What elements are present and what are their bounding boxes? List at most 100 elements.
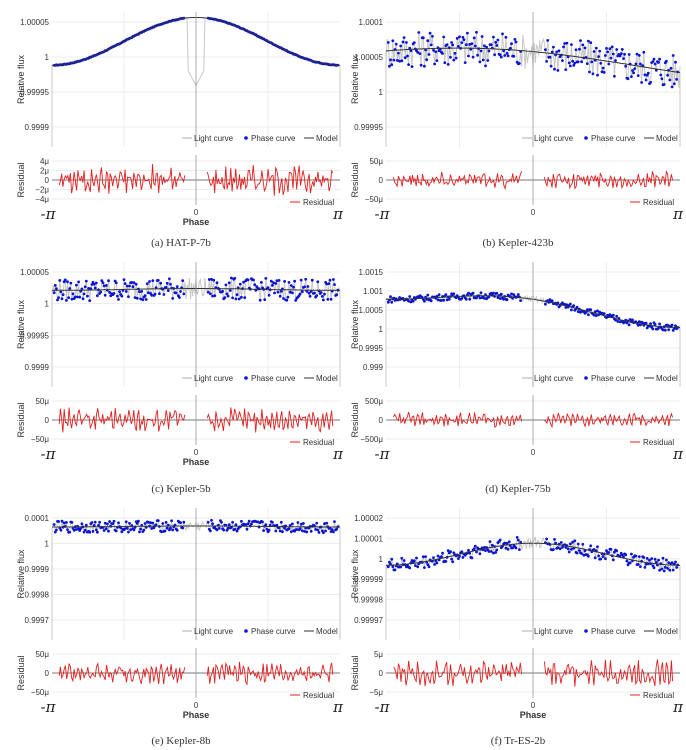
phase-curve-point [548, 298, 552, 301]
phase-curve-point [666, 567, 669, 570]
phase-curve-point [325, 282, 329, 286]
phase-curve-point [414, 564, 417, 567]
phase-curve-point [72, 528, 76, 532]
phase-curve-point [104, 284, 108, 287]
phase-curve-point [609, 56, 613, 60]
phase-curve-point [412, 559, 416, 563]
phase-curve-point [452, 292, 456, 296]
phase-curve-point [559, 541, 563, 544]
phase-curve-point [408, 566, 412, 570]
phase-curve-point [653, 557, 657, 561]
phase-curve-point [288, 290, 292, 294]
phase-curve-point [671, 54, 675, 57]
phase-curve-point [209, 529, 212, 533]
phase-curve-point [506, 54, 510, 58]
phase-curve-point [222, 528, 226, 532]
legend: Light curve Phase curve Model [182, 374, 338, 383]
phase-curve-point [112, 292, 116, 295]
phase-curve-point [253, 283, 257, 287]
phase-curve-point [513, 38, 517, 41]
phase-curve-point [65, 521, 68, 524]
phase-curve-point [416, 51, 420, 54]
caption: (c) Kepler-5b [151, 483, 211, 495]
phase-curve-point [283, 280, 286, 283]
phase-curve-point [328, 278, 332, 282]
phase-curve-point [268, 523, 272, 527]
phase-curve-point [570, 548, 573, 551]
phase-curve-point [108, 520, 111, 523]
phase-curve-point [148, 280, 151, 283]
phase-curve-point [496, 296, 500, 299]
phase-curve-point [226, 526, 230, 530]
phase-curve-point [442, 35, 446, 39]
panel-5: 0.0001 1 0.9999 0.9998 0.9997 50μ 0 −50μ Relativ… [16, 508, 344, 747]
legend-label: Model [316, 134, 338, 143]
phase-curve-point [467, 291, 470, 295]
phase-curve-point [137, 519, 140, 523]
phase-curve-point [519, 299, 522, 302]
x-axis-label: Phase [183, 457, 210, 467]
phase-curve-point [409, 300, 413, 304]
phase-curve-point [463, 61, 467, 64]
phase-curve-point [330, 528, 334, 531]
phase-curve-point [662, 83, 666, 86]
phase-curve-point [633, 67, 637, 70]
legend-label: Light curve [194, 134, 234, 143]
phase-curve-point [298, 292, 302, 296]
phase-curve-point [565, 41, 569, 45]
phase-curve-point [265, 527, 269, 531]
legend-label: Model [656, 627, 678, 636]
phase-curve-point [114, 529, 118, 533]
phase-curve-point [419, 63, 423, 67]
phase-curve-point [107, 529, 110, 533]
legend: Light curve Phase curve Model [522, 627, 678, 636]
legend-residual-label: Residual [303, 438, 334, 447]
phase-curve-point [162, 293, 166, 296]
phase-curve-point [464, 297, 468, 301]
phase-curve-point [472, 36, 476, 40]
phase-curve-point [122, 278, 126, 281]
phase-curve-point [519, 540, 522, 544]
legend-residual-label: Residual [643, 691, 674, 700]
phase-curve-point [475, 296, 478, 300]
phase-curve-point [504, 35, 508, 39]
phase-curve-point [56, 298, 59, 302]
phase-curve-point [59, 528, 63, 532]
phase-curve-point [498, 297, 502, 300]
phase-curve-point [511, 546, 514, 550]
y-axis-label: Relative flux [350, 299, 360, 349]
phase-curve-point [505, 298, 509, 302]
residual-axis-label: Residual [16, 162, 26, 197]
phase-curve-point [556, 546, 560, 550]
phase-curve-point [94, 528, 98, 532]
phase-curve-point [263, 298, 267, 301]
phase-curve-point [171, 528, 175, 532]
phase-curve-point [600, 70, 604, 74]
phase-curve-point [572, 64, 576, 67]
residual-axis-label: Residual [350, 655, 360, 690]
phase-curve-point [669, 66, 673, 70]
phase-curve-point [418, 52, 422, 55]
y-tick-label: 1.00002 [354, 514, 383, 523]
phase-curve-point [159, 281, 163, 285]
phase-curve-point [627, 53, 631, 56]
legend-label: Light curve [534, 374, 574, 383]
phase-curve-point [400, 556, 404, 560]
phase-curve-point [428, 31, 432, 35]
legend-label: Model [316, 374, 338, 383]
phase-curve-point [650, 557, 654, 560]
phase-curve-point [632, 71, 635, 75]
phase-curve-point [518, 62, 521, 65]
phase-curve-point [487, 49, 491, 53]
phase-curve-point [303, 530, 306, 533]
phase-curve-point [427, 53, 431, 56]
phase-curve-point [485, 45, 488, 49]
phase-curve-point [636, 323, 640, 327]
phase-curve-point [242, 280, 246, 284]
phase-curve-point [563, 42, 567, 45]
phase-curve-point [494, 551, 498, 554]
phase-curve-point [653, 62, 657, 66]
phase-curve-point [394, 42, 398, 46]
phase-curve-point [670, 561, 674, 565]
